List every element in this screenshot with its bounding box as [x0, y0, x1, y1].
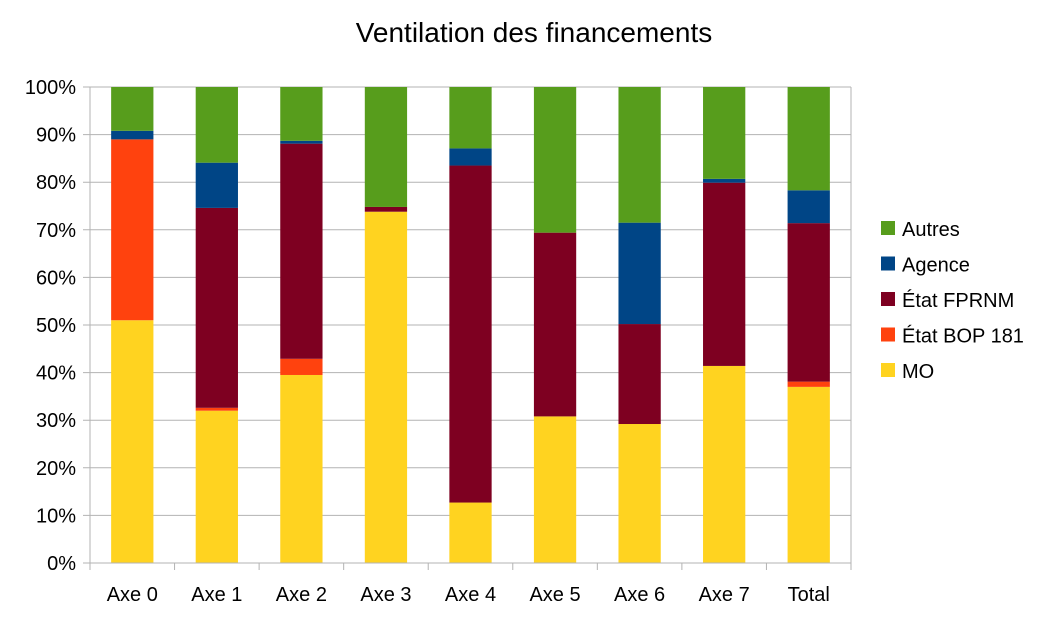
bars: [111, 87, 830, 563]
bar-segment: [280, 358, 323, 375]
legend: Autres Agence État FPRNM État BOP 181 MO: [881, 219, 1024, 383]
bar-segment: [533, 416, 577, 563]
bar-segment: [787, 381, 830, 387]
y-tick-label: 60%: [36, 267, 76, 289]
y-tick-label: 100%: [25, 77, 76, 99]
bar-segment: [618, 87, 661, 223]
bar-segment: [703, 182, 746, 366]
bar-segment: [111, 87, 154, 131]
bar-segment: [787, 223, 830, 382]
chart-title: Ventilation des financements: [356, 17, 712, 48]
y-tick-label: 20%: [36, 458, 76, 480]
bar-segment: [364, 206, 408, 212]
bar-segment: [111, 139, 154, 321]
bar-segment: [364, 211, 408, 563]
y-tick-label: 30%: [36, 410, 76, 432]
legend-label: Agence: [902, 255, 970, 277]
y-tick-label: 90%: [36, 125, 76, 147]
legend-label: Autres: [902, 219, 960, 241]
x-tick-label: Axe 4: [445, 584, 496, 606]
legend-label: MO: [902, 361, 934, 383]
bar-segment: [787, 386, 830, 563]
legend-swatch: [881, 327, 895, 342]
legend-swatch: [881, 221, 895, 235]
bar-segment: [449, 502, 492, 563]
x-tick-label: Axe 6: [614, 584, 665, 606]
bar-segment: [280, 140, 323, 144]
bar-segment: [111, 130, 154, 140]
legend-label: État BOP 181: [902, 325, 1024, 348]
bar-segment: [787, 87, 830, 191]
legend-swatch: [881, 363, 895, 377]
bar-segment: [533, 87, 577, 233]
bar-segment: [618, 222, 661, 325]
x-tick-label: Axe 7: [699, 584, 750, 606]
bar-segment: [703, 365, 746, 563]
bar-segment: [449, 148, 492, 166]
bar-segment: [195, 207, 238, 408]
bar-segment: [449, 165, 492, 503]
bar-segment: [195, 407, 238, 411]
x-tick-label: Total: [788, 584, 830, 606]
y-tick-label: 40%: [36, 363, 76, 385]
bar-segment: [195, 410, 238, 563]
bar-segment: [364, 87, 408, 207]
y-tick-label: 80%: [36, 172, 76, 194]
y-tick-label: 0%: [47, 553, 76, 575]
x-tick-label: Axe 0: [107, 584, 158, 606]
y-tick-label: 70%: [36, 220, 76, 242]
bar-segment: [195, 87, 238, 163]
bar-segment: [703, 178, 746, 183]
legend-label: État FPRNM: [902, 289, 1014, 312]
x-tick-label: Axe 5: [529, 584, 580, 606]
bar-segment: [280, 374, 323, 563]
x-tick-label: Axe 3: [360, 584, 411, 606]
y-tick-label: 50%: [36, 315, 76, 337]
axes: 0% 10% 20% 30% 40% 50% 60% 70% 80% 90% 100% Axe 0 Ax…: [25, 77, 852, 606]
legend-swatch: [881, 292, 895, 306]
bar-segment: [787, 190, 830, 224]
bar-segment: [111, 320, 154, 563]
bar-segment: [618, 324, 661, 425]
bar-segment: [618, 424, 661, 563]
bar-segment: [449, 87, 492, 149]
bar-segment: [533, 232, 577, 417]
x-tick-label: Axe 1: [191, 584, 242, 606]
y-tick-label: 10%: [36, 505, 76, 527]
bar-segment: [195, 162, 238, 208]
bar-segment: [280, 87, 323, 141]
legend-swatch: [881, 256, 895, 271]
bar-segment: [280, 143, 323, 359]
bar-segment: [703, 87, 746, 179]
x-tick-label: Axe 2: [276, 584, 327, 606]
